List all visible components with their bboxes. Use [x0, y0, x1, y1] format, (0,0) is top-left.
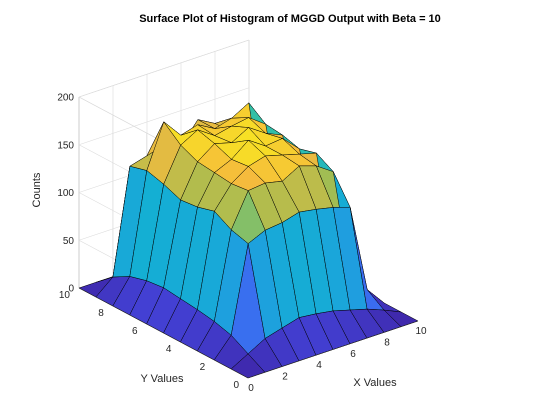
z-tick-label: 100	[57, 188, 74, 199]
surface	[78, 102, 419, 379]
y-tick-label: 0	[233, 380, 239, 391]
z-tick-label: 150	[57, 140, 74, 151]
x-tick-label: 4	[316, 360, 322, 371]
y-tick-label: 2	[200, 362, 206, 373]
z-tick-label: 0	[68, 284, 74, 295]
y-axis-label: Y Values	[140, 373, 184, 385]
x-tick-label: 8	[384, 337, 390, 348]
x-axis-label: X Values	[353, 377, 397, 389]
y-tick-label: 6	[132, 326, 138, 337]
z-axis-label: Counts	[31, 172, 43, 207]
x-tick-label: 6	[350, 349, 356, 360]
y-tick-label: 10	[59, 290, 71, 301]
y-tick-label: 4	[166, 344, 172, 355]
x-tick-label: 10	[415, 326, 427, 337]
z-tick-label: 50	[63, 236, 75, 247]
z-tick-label: 200	[57, 93, 74, 104]
x-tick-label: 0	[248, 383, 254, 394]
chart-title: Surface Plot of Histogram of MGGD Output…	[139, 13, 441, 25]
y-tick-label: 8	[98, 308, 104, 319]
axes-frame	[78, 287, 419, 379]
x-tick-label: 2	[282, 372, 288, 383]
